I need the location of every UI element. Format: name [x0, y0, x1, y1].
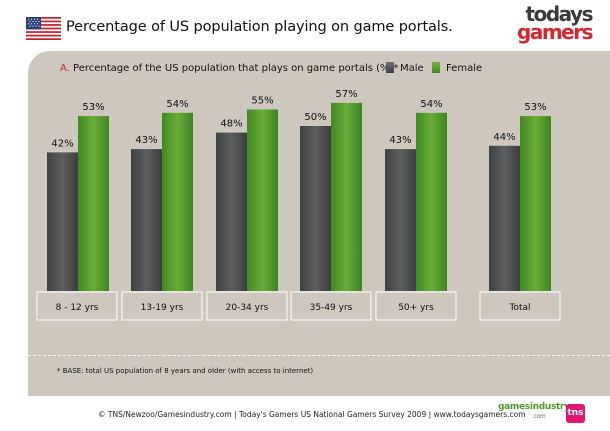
bar-female-3 [331, 102, 362, 292]
data-label-female-0: 53% [82, 102, 104, 113]
bar-female-0 [78, 116, 109, 291]
data-label-male-4: 43% [389, 135, 411, 146]
legend-label-male: Male [400, 63, 424, 74]
gamesindustry-logo: gamesindustry .com [498, 402, 570, 420]
legend-item-female: Female [432, 62, 482, 74]
data-label-male-0: 42% [51, 138, 73, 149]
category-box-0 [36, 291, 118, 321]
category-label-1: 13-19 yrs [141, 303, 184, 313]
bar-male-2 [216, 132, 247, 291]
chart-subtitle-letter: A. [60, 63, 70, 74]
category-label-0: 8 - 12 yrs [56, 303, 99, 313]
tns-logo: tns [566, 404, 585, 423]
bar-female-4 [416, 112, 447, 291]
category-label-5: Total [508, 303, 530, 313]
bar-female-2 [247, 109, 278, 291]
gamesindustry-logo-text: gamesindustry [498, 402, 570, 412]
footnote: * BASE: total US population of 8 years a… [57, 367, 314, 375]
gamesindustry-logo-suffix: .com [532, 413, 546, 420]
bar-male-4 [385, 149, 416, 291]
data-label-female-5: 53% [524, 102, 546, 113]
chart-subtitle-text: Percentage of the US population that pla… [73, 63, 399, 74]
data-label-female-4: 54% [420, 99, 442, 110]
category-box-5 [479, 291, 561, 321]
data-label-female-3: 57% [335, 89, 357, 100]
bar-male-5 [489, 145, 520, 291]
legend-item-male: Male [386, 62, 424, 74]
logo-top-text: todays [525, 2, 594, 26]
category-box-3 [290, 291, 372, 321]
legend-swatch-male [386, 62, 394, 73]
bar-male-3 [300, 126, 331, 291]
category-label-2: 20-34 yrs [226, 303, 269, 313]
bar-female-5 [520, 116, 551, 291]
panel-divider [28, 355, 610, 356]
logo-bottom-text: gamers [517, 20, 593, 44]
category-box-2 [206, 291, 288, 321]
legend-swatch-female [432, 62, 440, 73]
category-box-1 [121, 291, 203, 321]
category-label-4: 50+ yrs [398, 303, 434, 313]
data-label-female-1: 54% [166, 99, 188, 110]
category-label-3: 35-49 yrs [310, 303, 353, 313]
footer-credits: © TNS/Newzoo/Gamesindustry.com | Today's… [98, 410, 526, 419]
us-flag-icon [26, 17, 61, 40]
legend-label-female: Female [446, 63, 483, 74]
bar-female-1 [162, 112, 193, 291]
bar-male-0 [47, 152, 78, 291]
data-label-female-2: 55% [251, 96, 273, 107]
todaysgamers-logo: todays gamers [508, 2, 594, 44]
data-label-male-5: 44% [493, 132, 515, 143]
data-label-male-1: 43% [135, 135, 157, 146]
category-box-4 [375, 291, 457, 321]
page-title: Percentage of US population playing on g… [66, 19, 453, 35]
data-label-male-3: 50% [304, 112, 326, 123]
bar-male-1 [131, 149, 162, 291]
data-label-male-2: 48% [220, 119, 242, 130]
chart-subtitle: A. Percentage of the US population that … [60, 63, 398, 74]
